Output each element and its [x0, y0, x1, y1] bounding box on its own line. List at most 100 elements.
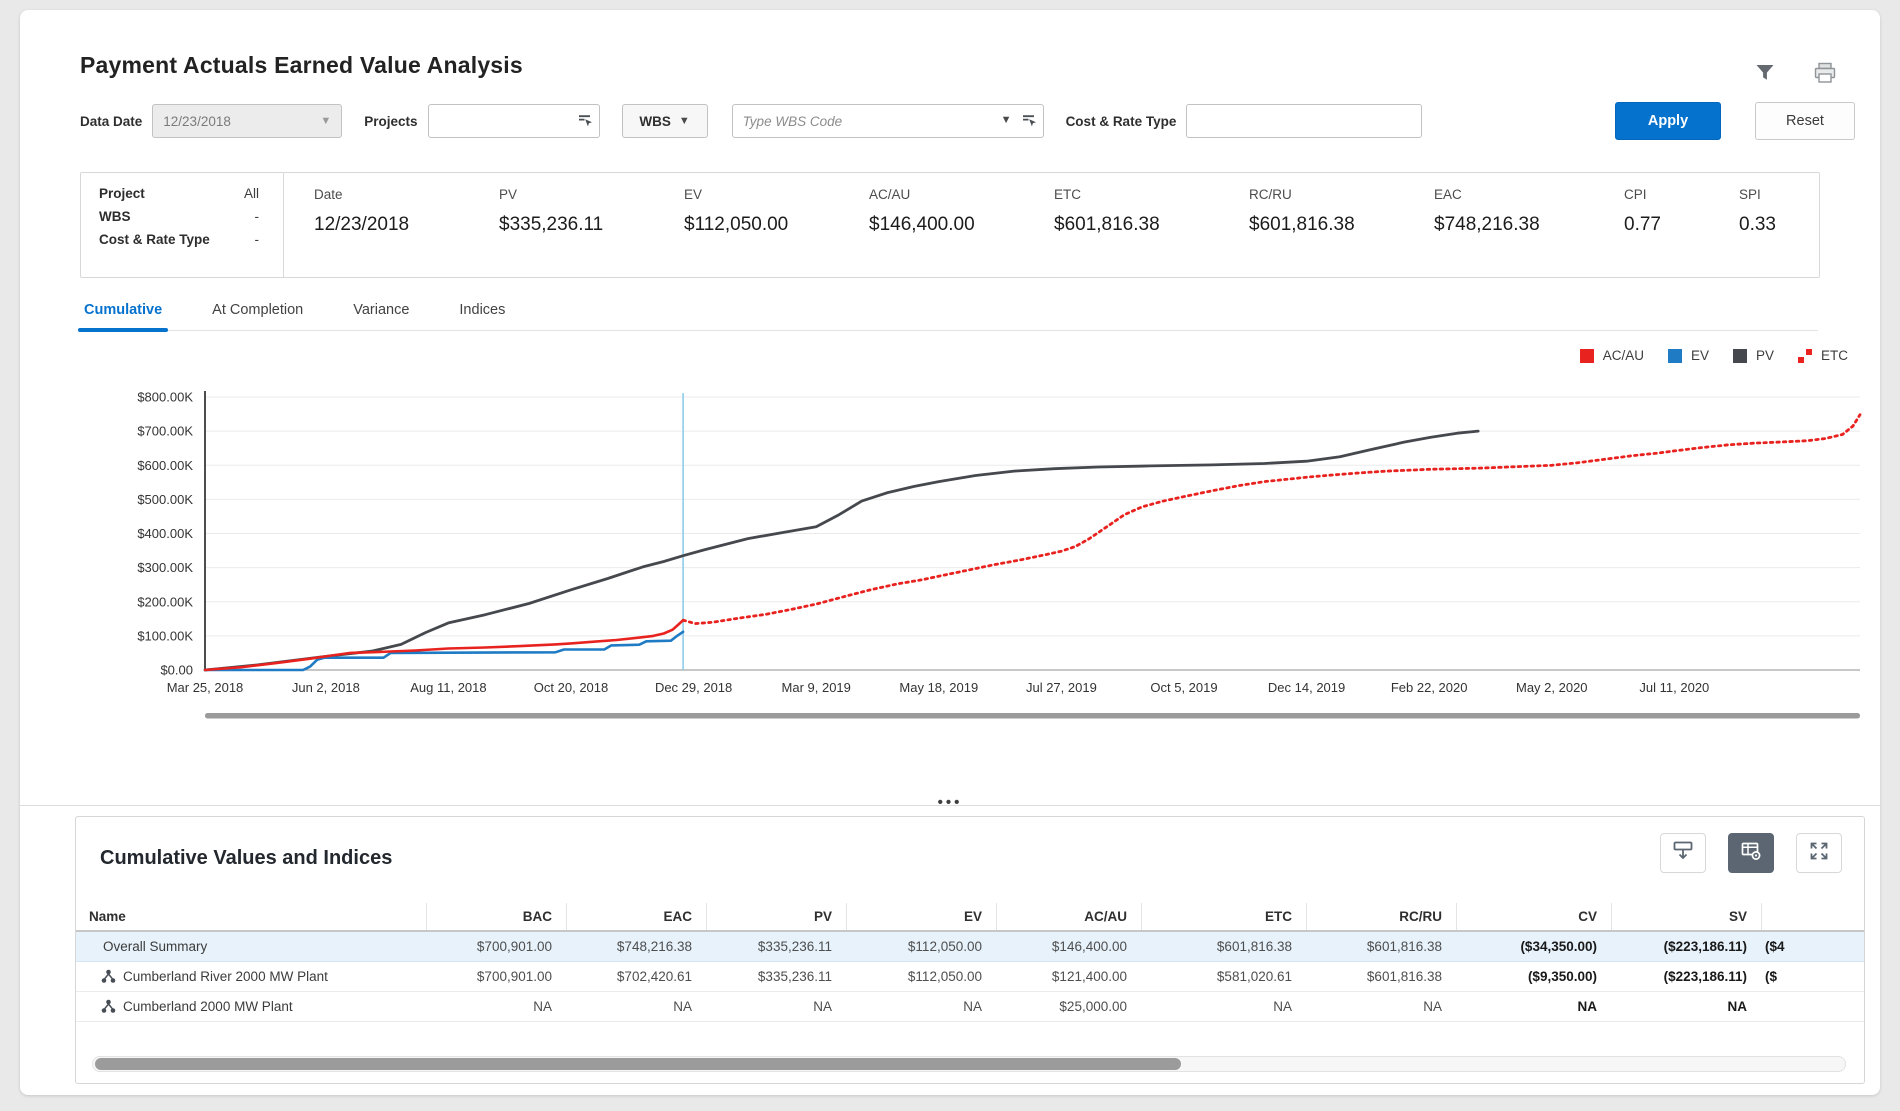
- cell-rc-ru: $601,816.38: [1366, 969, 1442, 984]
- summary-scope-label: Project: [99, 186, 145, 201]
- legend-swatch: [1667, 348, 1682, 363]
- chevron-down-icon[interactable]: ▼: [1000, 114, 1012, 126]
- cell-eac: NA: [673, 999, 692, 1014]
- x-axis-tick-label: Jul 27, 2019: [1026, 680, 1097, 695]
- column-header-ac-au[interactable]: AC/AU: [996, 903, 1141, 930]
- data-date-label: Data Date: [80, 113, 143, 129]
- column-header-name[interactable]: Name: [89, 909, 126, 924]
- summary-metric-eac: EAC $748,216.38: [1434, 187, 1624, 277]
- column-header-blank[interactable]: [1761, 903, 1864, 930]
- column-header-etc[interactable]: ETC: [1141, 903, 1306, 930]
- y-axis-tick-label: $200.00K: [137, 594, 193, 609]
- expand-icon: [1808, 840, 1830, 867]
- expand-button[interactable]: [1796, 833, 1842, 873]
- legend-item-etc[interactable]: ETC: [1798, 348, 1848, 363]
- wbs-code-input[interactable]: [731, 104, 1044, 138]
- projects-input[interactable]: [427, 104, 600, 138]
- filter-icon[interactable]: [1752, 60, 1778, 86]
- projects-picker-icon[interactable]: [577, 113, 593, 134]
- table-row[interactable]: Cumberland 2000 MW Plant NA NA NA NA $25,000.…: [76, 992, 1864, 1022]
- page-title: Payment Actuals Earned Value Analysis: [80, 52, 523, 78]
- cell-rc-ru: NA: [1423, 999, 1442, 1014]
- y-axis-tick-label: $600.00K: [137, 458, 193, 473]
- metric-label: SPI: [1739, 187, 1761, 202]
- summary-scope-row: WBS -: [99, 209, 259, 224]
- project-icon: [101, 969, 116, 984]
- column-header-ev[interactable]: EV: [846, 903, 996, 930]
- column-header-eac[interactable]: EAC: [566, 903, 706, 930]
- x-axis-tick-label: Oct 5, 2019: [1150, 680, 1217, 695]
- y-axis-tick-label: $700.00K: [137, 424, 193, 439]
- tab-indices[interactable]: Indices: [459, 302, 506, 318]
- table-hscrollbar-track[interactable]: [92, 1056, 1846, 1072]
- metric-label: ETC: [1054, 187, 1081, 202]
- column-header-pv[interactable]: PV: [706, 903, 846, 930]
- summary-metric-date: Date 12/23/2018: [314, 187, 499, 277]
- cell-ev: $112,050.00: [907, 939, 982, 954]
- tab-at-completion[interactable]: At Completion: [212, 302, 304, 318]
- summary-metric-rc-ru: RC/RU $601,816.38: [1249, 187, 1434, 277]
- reset-button[interactable]: Reset: [1755, 102, 1855, 140]
- cell-rc-ru: $601,816.38: [1366, 939, 1442, 954]
- metric-label: Date: [314, 187, 343, 202]
- row-name: Overall Summary: [103, 939, 208, 954]
- cell-cv: ($34,350.00): [1520, 939, 1597, 954]
- chart-scrollbar[interactable]: [205, 713, 1860, 719]
- table-hscrollbar-thumb[interactable]: [95, 1058, 1182, 1070]
- cell-bac: $700,901.00: [476, 969, 552, 984]
- summary-metric-ac-au: AC/AU $146,400.00: [869, 187, 1054, 277]
- x-axis-tick-label: Jul 11, 2020: [1639, 680, 1709, 695]
- chevron-down-icon: ▼: [678, 115, 690, 127]
- panel-splitter[interactable]: •••: [20, 788, 1880, 811]
- legend-label: ETC: [1821, 348, 1848, 363]
- table-row[interactable]: Cumberland River 2000 MW Plant $700,901.0…: [76, 962, 1864, 992]
- column-header-sv[interactable]: SV: [1611, 903, 1761, 930]
- legend-item-ev[interactable]: EV: [1667, 348, 1709, 363]
- wbs-picker-icon[interactable]: [1021, 113, 1037, 134]
- cost-rate-type-input[interactable]: [1186, 104, 1423, 138]
- y-axis-tick-label: $0.00: [160, 663, 193, 678]
- table-settings-icon: [1739, 839, 1763, 868]
- wbs-dropdown-button[interactable]: WBS ▼: [621, 104, 708, 138]
- print-icon[interactable]: [1812, 60, 1838, 86]
- ev-chart: $0.00 $100.00K $200.00K $300.00K $400.00K $50…: [137, 390, 1862, 719]
- legend-label: AC/AU: [1602, 348, 1644, 363]
- cell-etc: $581,020.61: [1216, 969, 1292, 984]
- splitter-grip-icon: •••: [937, 794, 963, 811]
- apply-button[interactable]: Apply: [1615, 102, 1721, 140]
- legend-item-ac-au[interactable]: AC/AU: [1579, 348, 1644, 363]
- legend-item-pv[interactable]: PV: [1732, 348, 1774, 363]
- y-axis-tick-label: $500.00K: [137, 492, 193, 507]
- legend-swatch: [1732, 348, 1747, 363]
- summary-metric-etc: ETC $601,816.38: [1054, 187, 1249, 277]
- column-header-bac[interactable]: BAC: [426, 903, 566, 930]
- metric-value: $335,236.11: [499, 214, 604, 235]
- data-date-select[interactable]: 12/23/2018 ▼: [152, 104, 343, 138]
- chevron-down-icon: ▼: [320, 115, 332, 127]
- metric-value: 12/23/2018: [314, 214, 410, 235]
- tab-cumulative[interactable]: Cumulative: [77, 294, 169, 332]
- column-header-cv[interactable]: CV: [1456, 903, 1611, 930]
- table-row[interactable]: Overall Summary $700,901.00 $748,216.38 $33…: [76, 932, 1864, 962]
- cost-rate-type-label: Cost & Rate Type: [1065, 113, 1177, 129]
- legend-swatch: [1579, 348, 1594, 363]
- metric-label: AC/AU: [869, 187, 911, 202]
- column-header-rc-ru[interactable]: RC/RU: [1306, 903, 1456, 930]
- legend-label: PV: [1755, 348, 1774, 363]
- summary-metric-pv: PV $335,236.11: [499, 187, 684, 277]
- cell-etc: $601,816.38: [1216, 939, 1292, 954]
- row-name-cell: Overall Summary: [76, 939, 426, 954]
- summary-scope-value: All: [243, 186, 259, 201]
- x-axis-tick-label: Aug 11, 2018: [410, 680, 486, 695]
- metric-label: PV: [499, 187, 518, 202]
- table-panel: Cumulative Values and Indices Name BAC EAC…: [75, 816, 1865, 1084]
- metric-value: $601,816.38: [1249, 214, 1355, 235]
- export-button[interactable]: [1660, 833, 1706, 873]
- series-line-etc: [681, 413, 1862, 626]
- metric-label: EV: [684, 187, 703, 202]
- metric-label: RC/RU: [1249, 187, 1292, 202]
- summary-scope: Project All WBS - Cost & Rate Type -: [81, 173, 284, 277]
- table-settings-button[interactable]: [1728, 833, 1774, 873]
- x-axis-tick-label: May 2, 2020: [1516, 680, 1588, 695]
- tab-variance[interactable]: Variance: [353, 302, 410, 318]
